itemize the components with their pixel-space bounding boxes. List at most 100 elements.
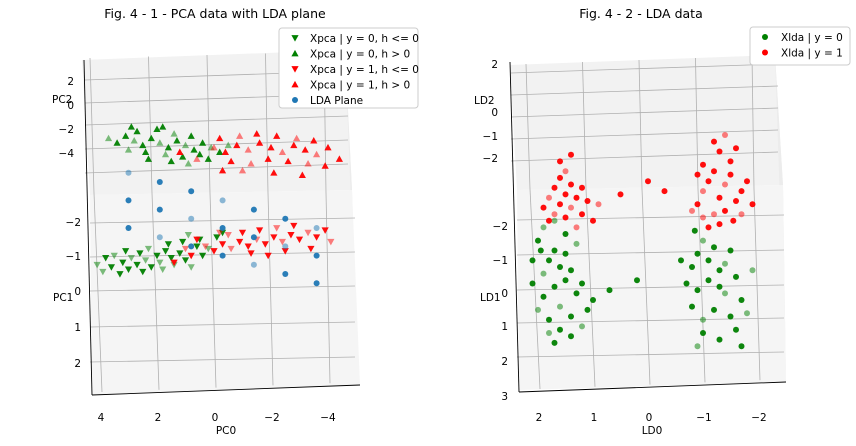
data-point [694,343,701,350]
data-point [216,148,224,155]
data-point [694,250,701,257]
data-point [645,178,651,185]
data-point [298,171,306,178]
tick-label: 1 [74,322,81,334]
tick-label: 1 [591,412,598,424]
data-point [568,267,574,274]
data-point [606,287,613,294]
data-point [287,232,295,239]
legend-label: LDA Plane [310,95,363,107]
data-point [590,297,596,303]
tick-label: −2 [66,217,81,229]
data-point [727,171,734,178]
tick-label: 2 [74,358,81,370]
data-point [722,290,728,297]
data-point [224,141,232,149]
data-point [691,227,698,234]
data-point [181,245,190,253]
data-point [253,130,261,137]
data-point [227,157,235,165]
axis-label-ld0: LD0 [642,425,663,437]
data-point [130,137,138,144]
tick-label: 2 [491,59,498,71]
data-points [93,123,343,287]
tick-label: 0 [74,286,81,298]
data-point [557,174,563,181]
data-point [102,255,110,262]
data-point [321,162,329,169]
legend: Xlda | y = 0 Xlda | y = 1 [749,26,851,66]
data-point [568,313,574,320]
tick-label: 0 [491,107,498,119]
data-point [310,137,318,144]
data-point [210,143,218,151]
data-point [590,217,596,224]
data-point [236,132,244,139]
data-point [290,222,298,230]
legend-marker [291,49,299,57]
data-point [113,139,121,146]
data-point [281,248,289,255]
data-point [267,143,275,151]
gridlines [510,55,785,390]
data-point [218,241,227,248]
data-point [546,316,552,323]
data-point [210,248,218,255]
data-point [170,259,178,267]
data-point [568,181,574,188]
data-point [579,323,585,330]
data-point [744,310,750,317]
data-point [284,157,292,165]
data-point [689,303,695,310]
data-point [250,206,257,213]
data-point [700,161,706,168]
data-point [529,257,536,264]
data-point [224,232,232,239]
x-axis-line [518,381,787,393]
data-point [711,168,717,175]
tick-label: −4 [59,148,75,160]
data-point [282,243,289,250]
data-point [700,214,706,221]
axis-label-pc1: PC1 [53,292,73,304]
data-point [256,139,264,146]
data-point [727,247,734,254]
data-point [127,255,135,262]
data-point [557,201,563,208]
data-point [213,234,221,241]
data-point [551,217,558,224]
data-point [156,206,163,213]
data-point [99,268,107,276]
data-point [144,155,153,162]
data-point [139,268,147,276]
data-point [546,194,552,201]
data-point [689,264,695,270]
data-point [733,326,739,333]
tick-label: 2 [67,76,74,88]
tick-labels: 4 2 0 −2 −4 2 0 −2 −4 −2 −1 0 1 2 [59,76,337,424]
data-point [573,224,580,231]
data-point [193,243,201,250]
data-point [689,207,695,214]
back-pane [510,55,783,190]
data-point [164,143,172,151]
data-point [125,169,132,176]
data-point [711,138,717,145]
data-point [125,197,132,204]
data-point [562,231,569,237]
data-point [190,146,198,153]
data-point [304,160,312,167]
data-point [167,157,175,165]
data-point [683,280,690,287]
data-point [595,201,602,208]
data-point [139,141,147,149]
data-point [562,168,569,175]
z-axis-line [83,59,93,396]
data-point [122,248,130,255]
chart-lda: Fig. 4 - 2 - LDA data 2 1 0 −1 −2 2 0 −1 −2 −2 −1 0… [474,6,851,437]
data-point [159,266,167,273]
data-point [327,238,335,246]
data-point [617,191,624,198]
data-point [176,148,184,155]
data-point [313,280,320,287]
